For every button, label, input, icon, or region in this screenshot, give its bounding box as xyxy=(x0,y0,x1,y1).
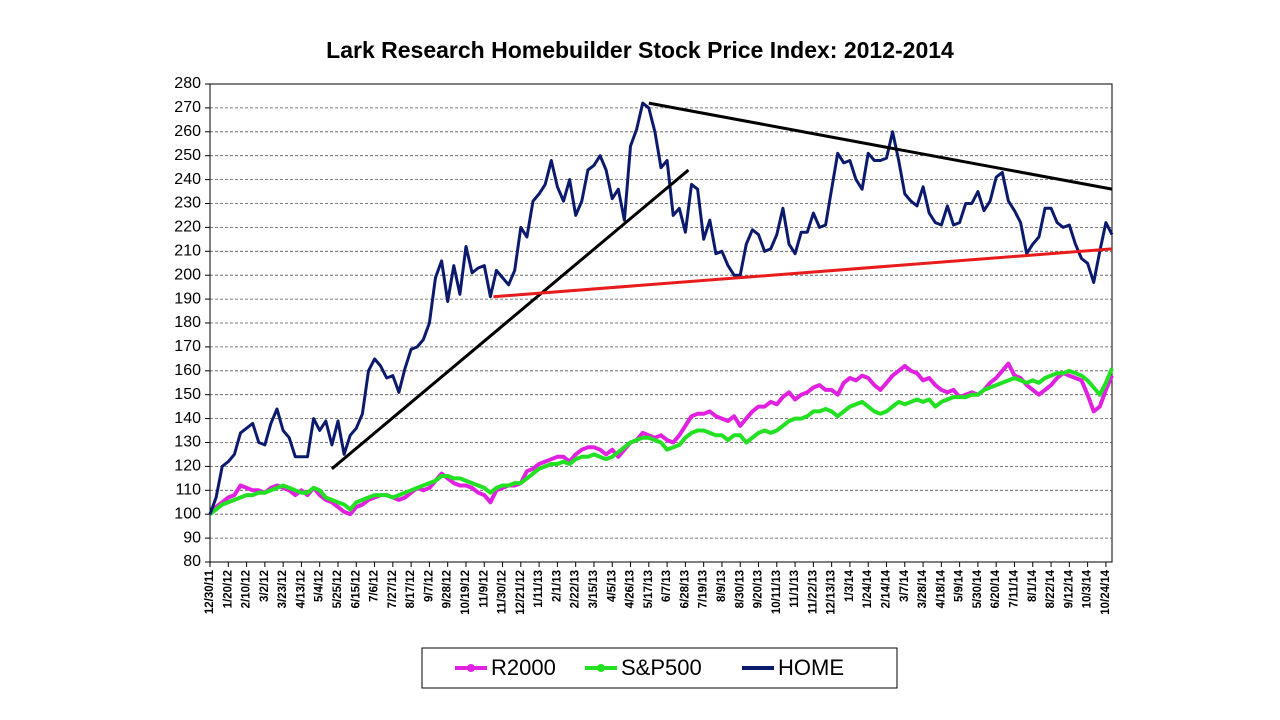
x-tick-label: 4/18/14 xyxy=(935,569,947,608)
x-tick-label: 6/15/12 xyxy=(350,570,362,608)
x-tick-label: 9/20/13 xyxy=(753,570,765,608)
x-tick-label: 4/26/13 xyxy=(625,570,637,608)
x-tick-label: 5/25/12 xyxy=(332,570,344,608)
x-tick-label: 2/1/13 xyxy=(551,570,563,602)
x-tick-label: 8/9/13 xyxy=(716,570,728,602)
x-tick-label: 11/22/13 xyxy=(807,570,819,614)
series-line xyxy=(208,101,1114,515)
x-tick-label: 5/9/14 xyxy=(954,569,966,602)
x-tick-label: 5/17/13 xyxy=(643,570,655,608)
x-tick-label: 3/23/12 xyxy=(277,570,289,608)
y-tick-label: 110 xyxy=(175,482,201,499)
y-tick-label: 240 xyxy=(174,171,201,188)
x-tick-label: 9/12/14 xyxy=(1063,569,1075,608)
x-tick-label: 7/6/12 xyxy=(369,570,381,602)
trend-line xyxy=(648,101,1113,191)
y-tick-label: 80 xyxy=(183,553,201,570)
y-tick-label: 280 xyxy=(174,75,201,92)
y-tick-label: 140 xyxy=(174,410,201,427)
x-tick-label: 7/19/13 xyxy=(698,570,710,608)
y-tick-label: 190 xyxy=(174,290,201,307)
x-tick-label: 2/14/14 xyxy=(881,569,893,608)
legend-box xyxy=(421,647,898,689)
x-tick-label: 6/20/14 xyxy=(990,569,1002,608)
x-tick-label: 1/20/12 xyxy=(222,570,234,608)
x-tick-label: 6/7/13 xyxy=(661,570,673,602)
x-tick-label: 3/2/12 xyxy=(259,570,271,602)
legend-label: HOME xyxy=(778,655,844,680)
y-tick-label: 220 xyxy=(174,219,201,236)
x-tick-label: 11/30/12 xyxy=(497,570,509,614)
x-tick-label: 5/30/14 xyxy=(972,569,984,608)
y-tick-label: 150 xyxy=(174,386,201,403)
x-tick-label: 10/24/14 xyxy=(1100,569,1112,614)
x-tick-label: 3/28/14 xyxy=(917,569,929,608)
x-tick-label: 12/30/11 xyxy=(204,569,216,614)
series-line xyxy=(208,367,1114,516)
x-tick-label: 8/1/14 xyxy=(1027,569,1039,602)
y-tick-label: 210 xyxy=(174,243,201,260)
x-tick-label: 10/3/14 xyxy=(1082,569,1094,608)
legend-label: R2000 xyxy=(491,655,556,680)
x-tick-label: 11/1/13 xyxy=(789,570,801,608)
x-tick-label: 1/11/13 xyxy=(533,570,545,608)
x-tick-label: 4/5/13 xyxy=(606,570,618,602)
chart-title: Lark Research Homebuilder Stock Price In… xyxy=(326,37,954,63)
legend-marker xyxy=(597,664,605,672)
trend-line xyxy=(330,168,690,470)
x-tick-label: 1/24/14 xyxy=(862,569,874,608)
trend-line xyxy=(493,247,1113,299)
x-tick-label: 8/22/14 xyxy=(1045,569,1057,608)
legend-marker xyxy=(467,664,475,672)
x-tick-label: 2/22/13 xyxy=(570,570,582,608)
y-tick-label: 260 xyxy=(174,123,201,140)
x-tick-label: 10/19/12 xyxy=(460,570,472,615)
x-tick-label: 3/15/13 xyxy=(588,570,600,608)
x-tick-label: 9/7/12 xyxy=(423,570,435,602)
y-tick-label: 230 xyxy=(174,195,201,212)
y-tick-label: 170 xyxy=(174,338,201,355)
y-tick-label: 200 xyxy=(174,266,201,283)
x-tick-label: 8/30/13 xyxy=(734,570,746,608)
x-tick-label: 1/3/14 xyxy=(844,569,856,602)
y-tick-label: 100 xyxy=(174,505,201,522)
y-tick-label: 180 xyxy=(174,314,201,331)
y-tick-label: 90 xyxy=(183,529,201,546)
legend-label: S&P500 xyxy=(621,655,702,680)
x-tick-label: 10/11/13 xyxy=(771,570,783,614)
x-tick-label: 11/9/12 xyxy=(478,570,490,608)
x-tick-label: 3/7/14 xyxy=(899,569,911,602)
y-tick-label: 130 xyxy=(174,434,201,451)
x-tick-label: 6/28/13 xyxy=(679,570,691,608)
x-tick-label: 12/13/13 xyxy=(826,570,838,615)
y-tick-label: 250 xyxy=(174,147,201,164)
x-tick-label: 4/13/12 xyxy=(295,570,307,608)
x-tick-label: 5/4/12 xyxy=(314,570,326,602)
x-tick-label: 7/11/14 xyxy=(1009,569,1021,607)
y-tick-label: 160 xyxy=(174,362,201,379)
x-tick-label: 12/21/12 xyxy=(515,570,527,615)
x-tick-label: 7/27/12 xyxy=(387,570,399,608)
y-tick-label: 120 xyxy=(174,458,201,475)
y-tick-label: 270 xyxy=(174,99,201,116)
x-tick-label: 8/17/12 xyxy=(405,570,417,608)
x-tick-label: 9/28/12 xyxy=(442,570,454,608)
x-tick-label: 2/10/12 xyxy=(241,570,253,608)
